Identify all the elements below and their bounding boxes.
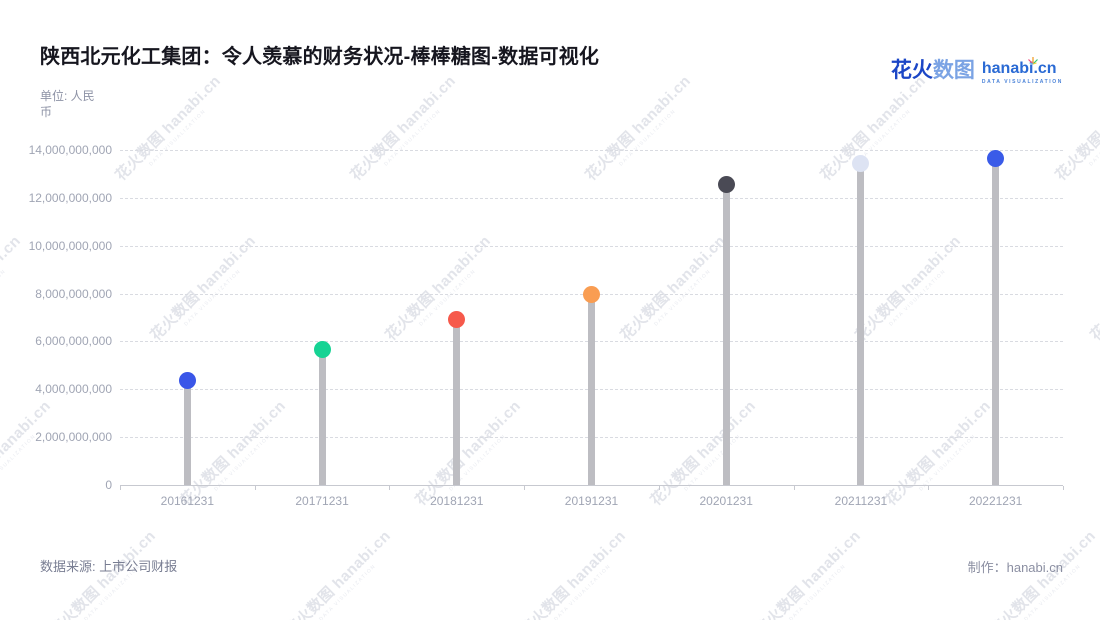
logo-brand-en-name: hanabi.cn: [981, 60, 1057, 77]
logo-brand-en-sub: DATA VISUALIZATION: [981, 79, 1063, 85]
x-axis-tick: [254, 486, 256, 490]
sparkle-icon: [1027, 52, 1039, 70]
logo-brand-cn-secondary: 数图: [932, 59, 975, 82]
x-axis-tick: [793, 486, 795, 490]
logo-brand-cn-primary: 花火: [890, 59, 933, 82]
x-axis-line: [120, 485, 1063, 486]
x-axis-tick: [389, 486, 391, 490]
lollipop-point[interactable]: [313, 341, 331, 359]
y-axis-tick-label: 6,000,000,000: [35, 334, 112, 349]
y-axis-tick-label: 10,000,000,000: [28, 238, 112, 253]
x-axis-tick-label: 20211231: [834, 494, 888, 508]
y-axis-tick-label: 14,000,000,000: [28, 143, 112, 157]
logo-brand-en: hanabi.cn DATA VISUALIZATION: [981, 57, 1063, 85]
y-gridline: [120, 150, 1063, 151]
x-axis-tick-label: 20221231: [968, 494, 1023, 508]
lollipop-stem: [992, 158, 1000, 485]
lollipop-point[interactable]: [852, 154, 870, 172]
lollipop-point[interactable]: [178, 372, 196, 390]
hanabi-logo: 花火数图 hanabi.cn DATA VISUALIZATION: [891, 57, 1063, 85]
y-axis-tick-label: 8,000,000,000: [35, 286, 112, 301]
x-axis-tick-label: 20171231: [295, 494, 349, 508]
x-axis-tick: [524, 486, 526, 490]
lollipop-point[interactable]: [583, 286, 600, 304]
lollipop-stem: [857, 163, 865, 485]
x-axis-tick-label: 20161231: [160, 494, 215, 508]
y-gridline: [120, 245, 1063, 247]
lollipop-stem: [453, 319, 461, 485]
lollipop-stem: [183, 380, 191, 485]
x-axis-tick-label: 20181231: [430, 494, 484, 508]
data-source-label: 数据来源: 上市公司财报: [40, 559, 178, 574]
y-axis-tick-label: 12,000,000,000: [28, 190, 112, 205]
x-axis-tick: [658, 486, 660, 490]
x-axis-tick: [928, 486, 930, 490]
y-axis-tick-label: 4,000,000,000: [35, 382, 112, 397]
lollipop-stem: [722, 184, 730, 485]
lollipop-point[interactable]: [448, 311, 466, 329]
lollipop-stem: [318, 349, 326, 485]
y-axis-tick-label: 2,000,000,000: [35, 430, 112, 445]
credit-label: 制作：hanabi.cn: [967, 560, 1063, 575]
x-axis-tick-label: 20201231: [699, 494, 753, 508]
lollipop-stem: [588, 294, 595, 485]
logo-brand-cn: 花火数图: [891, 58, 975, 84]
y-axis-tick-label: 0: [105, 478, 112, 492]
x-axis-tick-label: 20191231: [564, 494, 619, 508]
x-axis-tick: [1063, 486, 1064, 490]
x-axis-tick: [120, 486, 121, 490]
y-gridline: [120, 197, 1063, 199]
y-axis-unit-label: 单位: 人民币: [40, 89, 95, 119]
lollipop-point[interactable]: [987, 149, 1005, 167]
page-title: 陕西北元化工集团：令人羡慕的财务状况-棒棒糖图-数据可视化: [40, 46, 600, 68]
lollipop-point[interactable]: [717, 176, 735, 194]
